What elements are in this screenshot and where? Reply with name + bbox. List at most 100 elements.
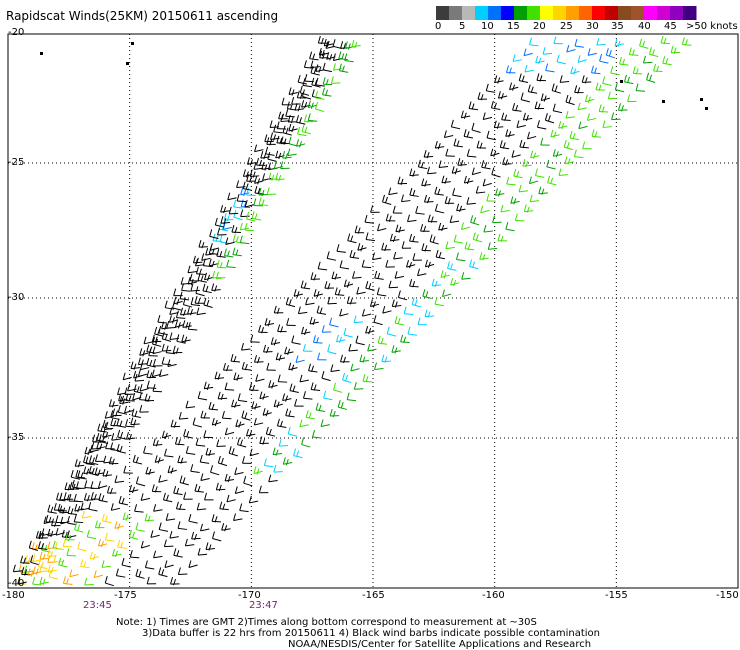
wind-barb [642, 55, 653, 64]
wind-barb [117, 429, 127, 440]
legend-swatch [475, 6, 489, 20]
wind-barb [241, 456, 252, 464]
wind-barb [259, 391, 269, 400]
wind-barb [220, 204, 230, 214]
wind-barb [417, 317, 428, 326]
wind-barb [165, 345, 176, 355]
wind-barb [258, 187, 268, 197]
wind-barb [445, 148, 455, 157]
wind-barb [302, 343, 313, 352]
wind-barb [144, 513, 155, 522]
wind-barb [152, 384, 162, 393]
wind-barb [445, 241, 455, 250]
wind-barb [482, 112, 493, 120]
wind-barb [406, 259, 416, 269]
wind-barb [150, 530, 160, 538]
wind-barb [143, 336, 153, 345]
wind-barb [216, 260, 227, 269]
wind-barb [582, 141, 592, 150]
wind-barb [551, 83, 561, 94]
legend-swatch [449, 6, 463, 20]
wind-barb [570, 66, 580, 75]
legend-swatch [644, 6, 658, 20]
wind-barb [280, 161, 290, 170]
wind-barb [66, 548, 76, 557]
wind-barb [299, 374, 309, 383]
wind-barb [524, 64, 534, 73]
wind-barb [497, 233, 508, 242]
lat-label-25: -25 [8, 157, 25, 168]
wind-barb [530, 150, 540, 159]
wind-barb [506, 176, 516, 186]
wind-barb [208, 258, 219, 268]
wind-barb [377, 335, 388, 345]
wind-barb [514, 213, 525, 222]
wind-barb [340, 354, 350, 364]
wind-barb [455, 252, 466, 262]
wind-barb [219, 501, 229, 511]
wind-barb [327, 344, 337, 355]
wind-barb [74, 459, 85, 468]
wind-barb [157, 314, 167, 324]
wind-barb [262, 408, 272, 417]
wind-barb [51, 518, 61, 527]
wind-barb [315, 77, 325, 87]
wind-barb [317, 261, 328, 271]
wind-barb [273, 305, 284, 315]
wind-barb [586, 113, 597, 121]
wind-barb [216, 439, 226, 447]
wind-barb [264, 134, 274, 143]
wind-barb [361, 259, 372, 269]
lon-label-170: -170 [238, 590, 261, 601]
wind-barb [297, 306, 308, 315]
wind-barb [187, 307, 197, 316]
island [620, 80, 623, 83]
wind-barb [403, 306, 414, 315]
wind-barb [153, 550, 163, 559]
wind-barb [359, 354, 369, 363]
wind-barb [73, 514, 84, 524]
wind-barb [395, 224, 405, 233]
wind-barb [468, 101, 479, 111]
wind-barb [343, 279, 354, 288]
wind-barb [431, 278, 442, 288]
wind-barb [466, 197, 476, 205]
wind-barb [110, 442, 120, 452]
wind-barb [336, 244, 346, 253]
wind-barb [122, 512, 132, 521]
wind-barb [108, 399, 119, 408]
wind-barb [329, 317, 339, 328]
wind-barb [536, 73, 546, 82]
wind-barb [511, 150, 521, 158]
wind-barb [259, 436, 269, 445]
wind-barb [482, 178, 492, 187]
legend-swatch [436, 6, 450, 20]
wind-barb [179, 475, 189, 486]
wind-barb [202, 283, 212, 294]
wind-barb [241, 343, 251, 351]
wind-barb [587, 48, 597, 56]
wind-barb [505, 129, 515, 138]
wind-barb [96, 441, 106, 450]
wind-barb [611, 112, 621, 121]
wind-barb [353, 382, 364, 390]
legend-label-5: 5 [459, 21, 466, 32]
wind-barb [246, 428, 256, 438]
wind-barb [124, 405, 134, 414]
wind-barb [388, 187, 398, 196]
wind-barb [350, 363, 360, 372]
island [662, 100, 665, 103]
wind-barb [114, 475, 124, 483]
wind-barb [104, 575, 115, 587]
wind-barb [129, 484, 139, 494]
wind-barb [512, 102, 522, 112]
wind-barb [516, 120, 526, 128]
wind-barb [331, 271, 341, 280]
wind-barb [296, 115, 306, 125]
wind-barb [258, 197, 269, 206]
wind-barb [194, 296, 205, 305]
wind-barb [211, 417, 222, 427]
wind-barb [131, 408, 141, 418]
wind-barb [129, 550, 140, 559]
wind-barb [55, 515, 65, 523]
